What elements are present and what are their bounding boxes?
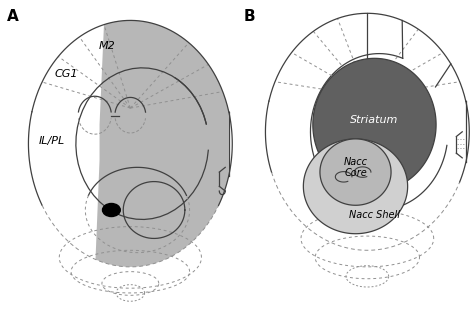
Text: Nacc
Core: Nacc Core bbox=[344, 156, 367, 178]
Polygon shape bbox=[313, 58, 436, 191]
Text: B: B bbox=[244, 9, 256, 24]
Text: M2: M2 bbox=[98, 41, 115, 51]
Text: A: A bbox=[7, 9, 19, 24]
Polygon shape bbox=[95, 21, 229, 267]
Text: CG1: CG1 bbox=[55, 69, 78, 79]
Polygon shape bbox=[303, 139, 408, 234]
Polygon shape bbox=[320, 139, 391, 205]
Ellipse shape bbox=[102, 203, 120, 216]
Text: Nacc Shell: Nacc Shell bbox=[349, 210, 400, 220]
Text: Striatum: Striatum bbox=[350, 115, 399, 125]
Text: IL/PL: IL/PL bbox=[39, 136, 65, 146]
